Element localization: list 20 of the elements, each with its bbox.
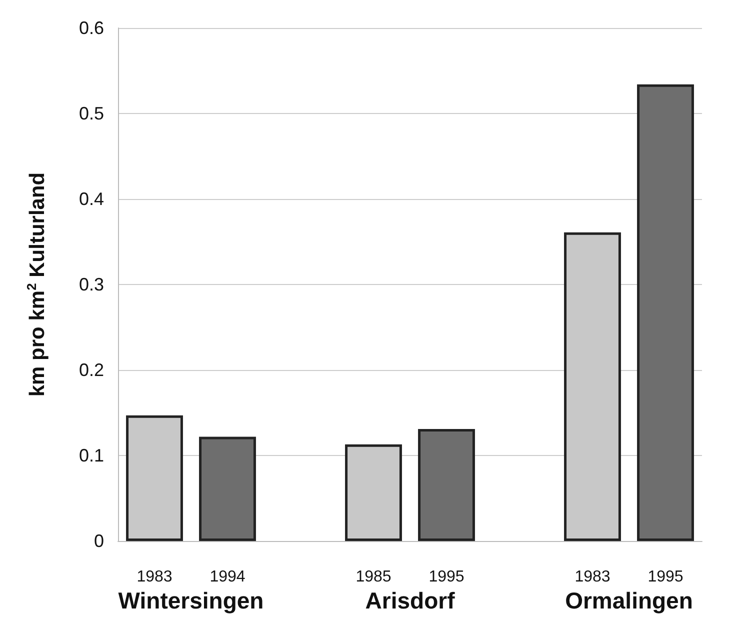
x-tick-label: 1995 xyxy=(648,568,684,586)
x-tick-label: 1985 xyxy=(356,568,392,586)
x-tick-label: 1983 xyxy=(574,568,610,586)
bar xyxy=(199,436,256,541)
x-tick-label: 1995 xyxy=(428,568,464,586)
bar xyxy=(418,428,475,541)
y-tick-label: 0 xyxy=(94,531,104,551)
bar xyxy=(637,84,694,541)
y-tick-label: 0.6 xyxy=(78,18,104,38)
x-tick-label: 1983 xyxy=(136,568,172,586)
x-tick-label: 1994 xyxy=(210,568,246,586)
y-tick-label: 0.3 xyxy=(78,274,104,294)
y-tick-label: 0.4 xyxy=(78,189,104,209)
y-tick-label: 0.1 xyxy=(78,446,104,466)
y-axis-title: km pro km2 Kulturland xyxy=(24,172,49,397)
text: Ormalingen xyxy=(565,588,693,614)
y-tick-label: 0.5 xyxy=(78,104,104,124)
text: Wintersingen xyxy=(118,588,264,614)
y-tick-label: 0.2 xyxy=(78,360,104,380)
text: Arisdorf xyxy=(365,588,456,614)
